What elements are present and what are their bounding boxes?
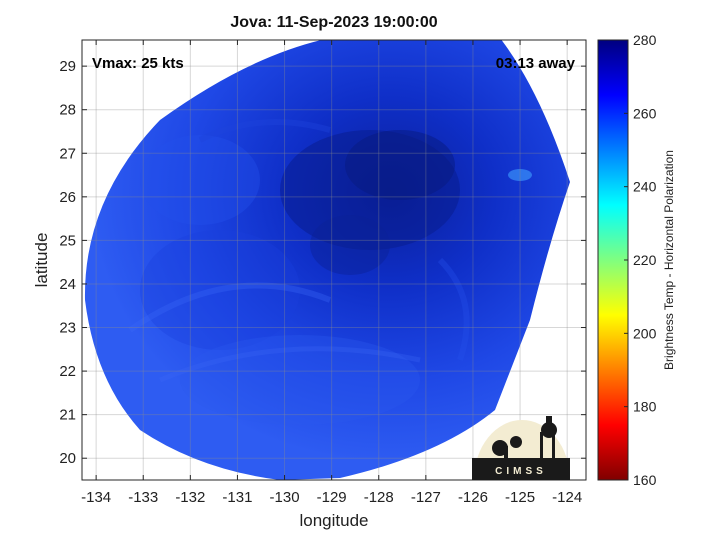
y-tick-label: 24: [59, 276, 76, 293]
x-tick-label: -133: [128, 489, 158, 506]
plot-frame: [81, 39, 587, 481]
colorbar-label: Brightness Temp - Horizontal Polarizatio…: [662, 150, 676, 370]
x-tick-label: -129: [317, 489, 347, 506]
swath-image: [84, 40, 570, 480]
colorbar: [597, 39, 629, 481]
x-tick-label: -134: [81, 489, 111, 506]
colorbar-tick-label: 200: [633, 325, 657, 341]
y-tick-label: 21: [59, 407, 76, 424]
x-tick-label: -130: [270, 489, 300, 506]
x-tick-label: -128: [364, 489, 394, 506]
x-tick-label: -124: [552, 489, 582, 506]
colorbar-tick-label: 280: [633, 32, 657, 48]
time-away-annotation: 03:13 away: [496, 55, 576, 72]
y-tick-label: 23: [59, 320, 76, 337]
x-tick-label: -132: [175, 489, 205, 506]
vmax-annotation: Vmax: 25 kts: [92, 55, 184, 72]
x-tick-label: -127: [411, 489, 441, 506]
y-tick-label: 27: [59, 145, 76, 162]
y-tick-label: 20: [59, 450, 76, 467]
colorbar-ticks: 160 180 200 220 240 260 280: [624, 32, 657, 488]
x-tick-label: -131: [222, 489, 252, 506]
colorbar-tick-label: 160: [633, 472, 657, 488]
colorbar-tick-label: 260: [633, 105, 657, 121]
y-tick-label: 26: [59, 189, 76, 206]
y-tick-label: 29: [59, 58, 76, 75]
colorbar-tick-label: 240: [633, 179, 657, 195]
x-axis-label: longitude: [299, 511, 369, 530]
y-axis-ticks: 20 21 22 23 24 25 26 27 28 29: [59, 58, 586, 467]
y-tick-label: 25: [59, 232, 76, 249]
y-tick-label: 28: [59, 102, 76, 119]
grid-lines: [82, 40, 586, 480]
colorbar-tick-label: 180: [633, 399, 657, 415]
x-axis-ticks: -134 -133 -132 -131 -130 -129 -128 -127 -126 -125…: [81, 40, 582, 506]
x-tick-label: -125: [505, 489, 535, 506]
chart-title: Jova: 11-Sep-2023 19:00:00: [230, 14, 438, 31]
y-axis-label: latitude: [32, 232, 51, 288]
y-tick-label: 22: [59, 363, 76, 380]
cimss-logo: CIMSS: [472, 416, 570, 480]
logo-text: CIMSS: [495, 466, 547, 477]
x-tick-label: -126: [458, 489, 488, 506]
colorbar-tick-label: 220: [633, 252, 657, 268]
